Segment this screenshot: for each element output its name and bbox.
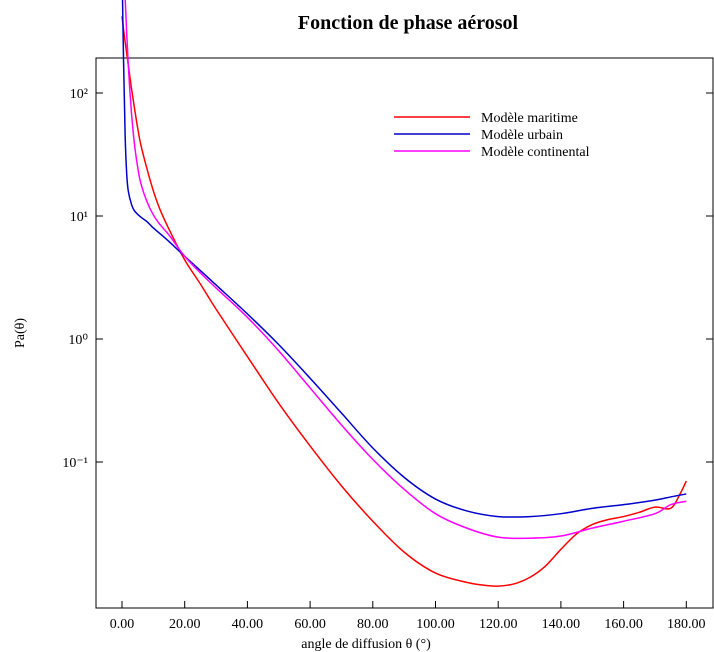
- legend: Modèle maritime Modèle urbain Modèle conti…: [394, 111, 590, 160]
- series-group: [121, 0, 687, 587]
- x-axis-label: angle de diffusion θ (°): [301, 637, 431, 652]
- x-tick-label: 0.00: [110, 617, 135, 632]
- x-tick-label: 180.00: [667, 617, 706, 632]
- x-tick-label: 120.00: [479, 617, 518, 632]
- x-tick-label: 160.00: [604, 617, 643, 632]
- series-line-maritime: [121, 16, 687, 587]
- y-axis-label: Pa(θ): [13, 318, 28, 348]
- x-tick-label: 140.00: [542, 617, 581, 632]
- y-tick-label: 10¹: [70, 210, 88, 225]
- x-tick-label: 80.00: [357, 617, 389, 632]
- y-tick-label: 10⁻¹: [62, 456, 88, 471]
- legend-label-maritime: Modèle maritime: [481, 111, 578, 126]
- x-tick-label: 20.00: [169, 617, 201, 632]
- chart-title: Fonction de phase aérosol: [298, 12, 519, 34]
- series-line-urbain: [121, 0, 687, 518]
- x-tick-label: 40.00: [232, 617, 264, 632]
- x-tick-label: 60.00: [294, 617, 326, 632]
- x-tick-label: 100.00: [416, 617, 455, 632]
- y-tick-label: 10⁰: [68, 333, 88, 348]
- y-axis: 10⁻¹10⁰10¹10²10³: [62, 87, 713, 471]
- legend-label-urbain: Modèle urbain: [481, 128, 563, 143]
- series-line-continental: [124, 0, 687, 540]
- x-axis: 0.00 20.00 40.00 60.00 80.00 100.00 120.00 140.…: [110, 601, 706, 632]
- legend-label-continental: Modèle continental: [481, 145, 590, 160]
- plot-frame: [95, 57, 714, 609]
- y-tick-label: 10²: [70, 87, 88, 102]
